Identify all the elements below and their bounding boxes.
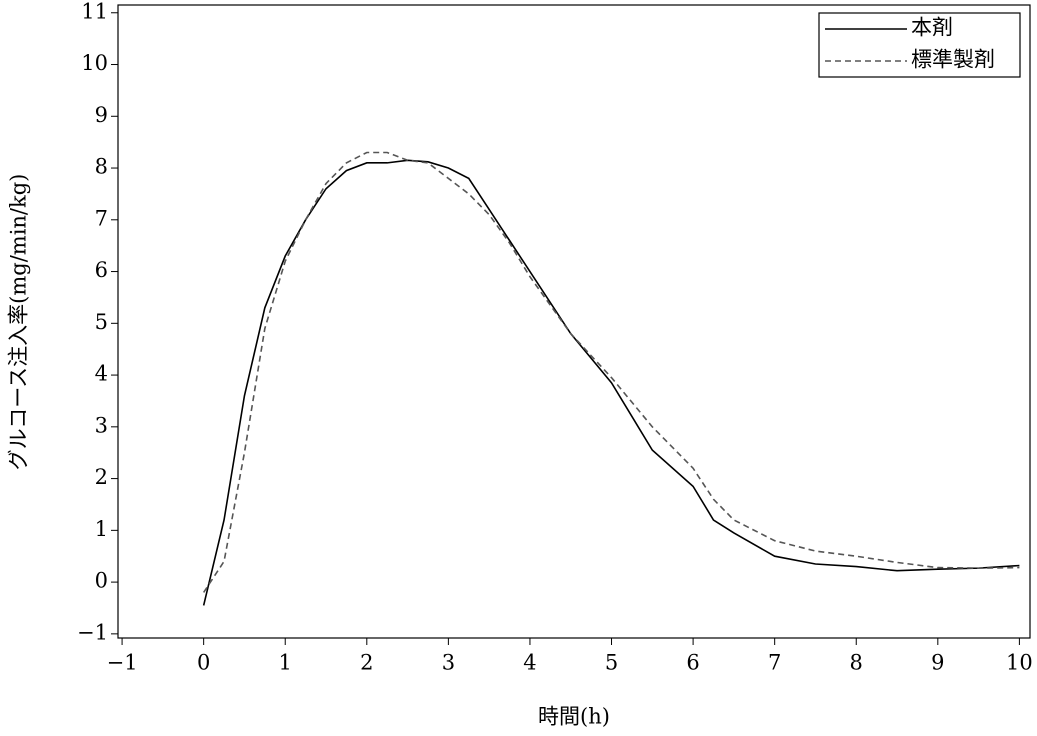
y-tick-label: 3 [95,413,108,437]
x-tick-label: 7 [768,651,781,675]
y-tick-label: −1 [77,620,108,644]
y-tick-label: 2 [95,465,108,489]
x-tick-label: 3 [442,651,455,675]
legend-label: 本剤 [911,16,953,40]
x-tick-label: 2 [360,651,373,675]
y-tick-label: 1 [95,517,108,541]
y-tick-label: 9 [95,103,108,127]
y-tick-label: 8 [95,155,108,179]
x-tick-label: 4 [523,651,536,675]
y-tick-label: 7 [95,206,108,230]
y-tick-label: 4 [95,362,108,386]
y-tick-label: 0 [95,569,108,593]
x-tick-label: 9 [931,651,944,675]
x-tick-label: 5 [605,651,618,675]
x-axis-label: 時間(h) [538,705,610,729]
plot-frame [117,4,1031,639]
x-tick-label: 0 [197,651,210,675]
legend-label: 標準製剤 [911,48,995,72]
y-axis-label: グルコース注入率(mg/min/kg) [7,174,31,471]
x-tick-label: 6 [686,651,699,675]
x-tick-label: 1 [279,651,292,675]
data-line [202,151,1020,593]
x-tick-label: −1 [107,651,138,675]
data-line [202,159,1020,606]
x-tick-label: 10 [1006,651,1033,675]
y-tick-label: 6 [95,258,108,282]
legend-box [818,12,1021,78]
y-tick-label: 5 [95,310,108,334]
y-tick-label: 10 [81,51,108,75]
x-tick-label: 8 [850,651,863,675]
y-tick-label: 11 [81,0,108,23]
